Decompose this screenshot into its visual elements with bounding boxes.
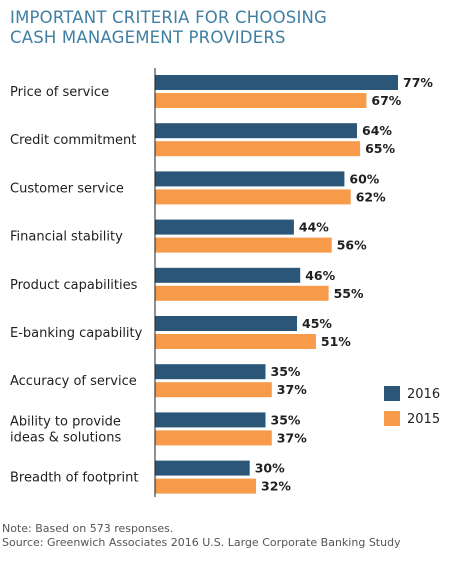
category-label: Breadth of footprint [10,471,138,486]
category-label: Ability to provide ideas & solutions [10,414,121,445]
bar-2015 [155,285,329,301]
legend: 2016 2015 [384,386,440,427]
category-label: Customer service [10,181,124,196]
category-label: Price of service [10,85,109,100]
chart-bars [155,75,398,494]
category-label-line: Accuracy of service [10,374,137,389]
value-label-2015: 56% [337,238,367,253]
value-label-2015: 62% [356,189,386,204]
value-label-2016: 77% [403,75,433,90]
chart-notes: Note: Based on 573 responses. Source: Gr… [2,522,401,550]
value-label-2015: 67% [371,93,401,108]
bar-2015 [155,141,361,157]
source-text: Source: Greenwich Associates 2016 U.S. L… [2,536,401,549]
chart-title-line-1: IMPORTANT CRITERIA FOR CHOOSING [10,8,328,27]
bar-2015 [155,93,367,108]
value-label-2016: 64% [362,123,392,138]
value-labels: 77%67% 64% 65% 60% 62% 44% 56%46% 55%45% 51% 35% 3… [255,75,434,494]
value-label-2016: 35% [271,412,301,427]
chart-title-line-2: CASH MANAGEMENT PROVIDERS [10,28,286,47]
bar-2015 [155,382,272,398]
category-label-line: Financial stability [10,230,123,245]
bar-2016 [155,123,357,139]
legend-label-2015: 2015 [407,412,440,427]
legend-label-2016: 2016 [407,387,440,402]
category-label: Accuracy of service [10,374,137,389]
bar-2016 [155,267,301,283]
value-label-2015: 65% [365,141,395,156]
legend-swatch-2015 [384,411,400,426]
value-label-2016: 60% [349,171,379,186]
value-label-2016: 30% [255,461,285,476]
value-label-2015: 37% [277,382,307,397]
category-label-line: Customer service [10,181,124,196]
bar-2016 [155,460,250,476]
note-text: Note: Based on 573 responses. [2,522,174,535]
bar-2016 [155,364,266,380]
value-label-2015: 51% [321,334,351,349]
value-label-2016: 46% [305,268,335,283]
category-label: E-banking capability [10,326,143,341]
bar-2016 [155,412,266,428]
category-label-line: Price of service [10,85,109,100]
category-label-line: Product capabilities [10,278,138,293]
value-label-2015: 37% [277,430,307,445]
bar-2016 [155,219,294,235]
bar-2016 [155,171,345,187]
category-label: Credit commitment [10,133,136,148]
value-label-2015: 55% [334,286,364,301]
category-labels: Price of service Credit commitment Custome… [10,85,143,486]
legend-swatch-2016 [384,386,400,401]
category-label: Financial stability [10,230,123,245]
category-label: Product capabilities [10,278,138,293]
chart-title: IMPORTANT CRITERIA FOR CHOOSING CASH MAN… [10,8,450,48]
bar-2015 [155,478,256,494]
value-label-2016: 45% [302,316,332,331]
category-label-line: E-banking capability [10,326,143,341]
bar-2015 [155,237,332,253]
bar-2016 [155,75,398,90]
value-label-2015: 32% [261,479,291,494]
category-label-line: Credit commitment [10,133,136,148]
bar-2015 [155,430,272,446]
value-label-2016: 44% [299,220,329,235]
category-label-line: Breadth of footprint [10,471,138,486]
bar-chart: Price of service Credit commitment Custome… [10,68,440,497]
bar-2015 [155,334,316,349]
category-label-line: ideas & solutions [10,430,121,445]
bar-2015 [155,189,351,205]
value-label-2016: 35% [271,364,301,379]
category-label-line: Ability to provide [10,414,121,429]
bar-2016 [155,316,297,331]
